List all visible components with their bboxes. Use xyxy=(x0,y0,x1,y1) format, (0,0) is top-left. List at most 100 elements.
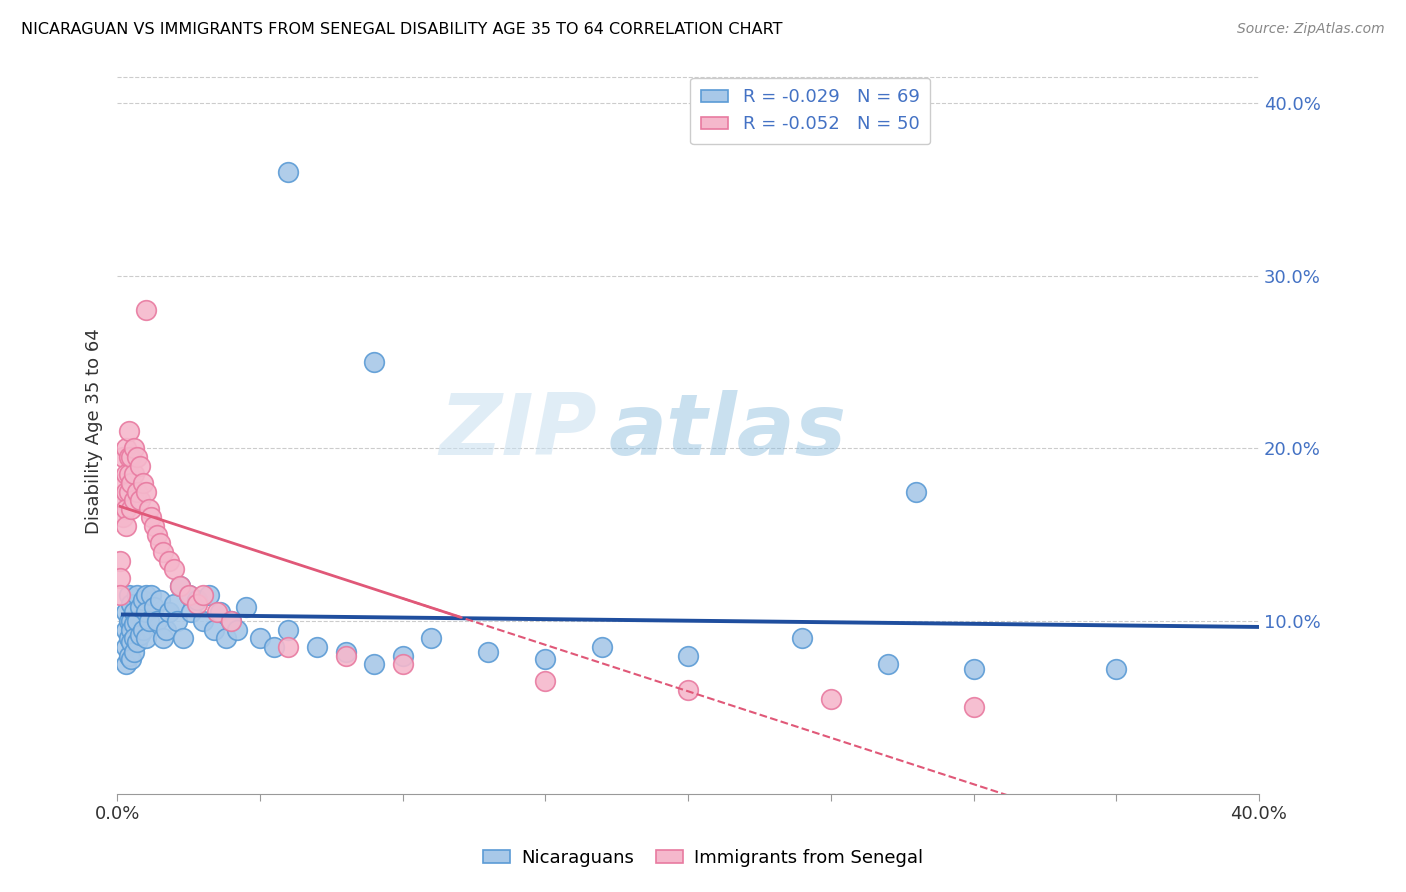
Point xyxy=(127,588,149,602)
Point xyxy=(121,614,143,628)
Point xyxy=(962,662,984,676)
Point xyxy=(117,614,139,628)
Point xyxy=(132,623,155,637)
Point xyxy=(117,424,139,438)
Point xyxy=(114,640,136,654)
Point xyxy=(149,536,172,550)
Point xyxy=(132,593,155,607)
Point xyxy=(197,588,219,602)
Point xyxy=(124,645,146,659)
Point xyxy=(221,614,243,628)
Text: NICARAGUAN VS IMMIGRANTS FROM SENEGAL DISABILITY AGE 35 TO 64 CORRELATION CHART: NICARAGUAN VS IMMIGRANTS FROM SENEGAL DI… xyxy=(21,22,783,37)
Point xyxy=(263,640,285,654)
Point xyxy=(905,484,928,499)
Point xyxy=(146,614,169,628)
Point xyxy=(114,467,136,482)
Point xyxy=(202,623,225,637)
Point xyxy=(876,657,898,672)
Point xyxy=(121,597,143,611)
Point xyxy=(141,510,163,524)
Point xyxy=(127,614,149,628)
Point xyxy=(138,501,160,516)
Point xyxy=(127,450,149,464)
Point xyxy=(169,579,191,593)
Point xyxy=(534,652,557,666)
Point xyxy=(135,632,157,646)
Point xyxy=(129,458,152,473)
Text: atlas: atlas xyxy=(609,390,846,473)
Point xyxy=(146,527,169,541)
Point xyxy=(477,645,499,659)
Point xyxy=(172,632,194,646)
Point xyxy=(420,632,443,646)
Point xyxy=(135,303,157,318)
Point xyxy=(114,501,136,516)
Point xyxy=(226,623,249,637)
Legend: R = -0.029   N = 69, R = -0.052   N = 50: R = -0.029 N = 69, R = -0.052 N = 50 xyxy=(690,78,931,145)
Point xyxy=(391,657,413,672)
Point xyxy=(186,597,208,611)
Point xyxy=(363,657,385,672)
Point xyxy=(277,165,299,179)
Point xyxy=(141,588,163,602)
Point xyxy=(114,657,136,672)
Point xyxy=(166,614,188,628)
Point xyxy=(676,648,699,663)
Point xyxy=(111,493,134,508)
Point xyxy=(124,442,146,456)
Point xyxy=(117,588,139,602)
Point xyxy=(117,467,139,482)
Point xyxy=(277,640,299,654)
Point xyxy=(1105,662,1128,676)
Point xyxy=(191,588,214,602)
Point xyxy=(135,606,157,620)
Point xyxy=(117,484,139,499)
Point xyxy=(249,632,271,646)
Point xyxy=(124,606,146,620)
Point xyxy=(132,475,155,490)
Point xyxy=(186,593,208,607)
Point xyxy=(114,519,136,533)
Point xyxy=(152,545,174,559)
Point xyxy=(124,493,146,508)
Point xyxy=(121,634,143,648)
Point xyxy=(534,674,557,689)
Point xyxy=(235,600,257,615)
Point xyxy=(121,652,143,666)
Point xyxy=(277,623,299,637)
Point xyxy=(127,484,149,499)
Point xyxy=(108,588,131,602)
Point xyxy=(143,600,166,615)
Point xyxy=(335,645,357,659)
Point xyxy=(820,691,842,706)
Point xyxy=(205,606,228,620)
Point xyxy=(117,450,139,464)
Point xyxy=(363,355,385,369)
Point xyxy=(191,614,214,628)
Y-axis label: Disability Age 35 to 64: Disability Age 35 to 64 xyxy=(86,328,103,534)
Text: ZIP: ZIP xyxy=(439,390,596,473)
Point xyxy=(157,606,180,620)
Point xyxy=(121,475,143,490)
Point xyxy=(117,648,139,663)
Point xyxy=(157,553,180,567)
Point xyxy=(792,632,814,646)
Point xyxy=(114,442,136,456)
Point xyxy=(155,623,177,637)
Point xyxy=(152,632,174,646)
Point xyxy=(121,501,143,516)
Point xyxy=(114,606,136,620)
Point xyxy=(129,628,152,642)
Point xyxy=(108,553,131,567)
Point xyxy=(127,634,149,648)
Point xyxy=(138,614,160,628)
Point xyxy=(114,484,136,499)
Point xyxy=(129,493,152,508)
Point xyxy=(214,632,236,646)
Point xyxy=(305,640,328,654)
Point xyxy=(121,623,143,637)
Point xyxy=(221,614,243,628)
Point xyxy=(177,588,200,602)
Point xyxy=(143,519,166,533)
Point xyxy=(117,632,139,646)
